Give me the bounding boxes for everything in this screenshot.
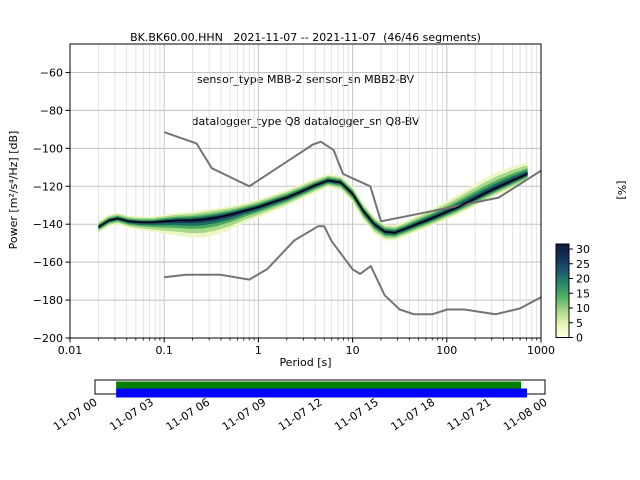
psd-mode-line bbox=[98, 173, 528, 234]
title-line-station: BK.BK60.00.HHN 2021-11-07 -- 2021-11-07 … bbox=[130, 31, 481, 44]
y-tick-label: −60 bbox=[40, 66, 63, 79]
y-tick-label: −140 bbox=[33, 218, 63, 231]
x-tick-label: 1 bbox=[255, 344, 262, 357]
x-tick-label: 100 bbox=[436, 344, 457, 357]
x-tick-label: 1000 bbox=[527, 344, 555, 357]
date-tick-label: 11-07 09 bbox=[220, 396, 269, 434]
x-axis-label: Period [s] bbox=[279, 356, 332, 369]
title-line-datalogger: datalogger_type Q8 datalogger_sn Q8-BV bbox=[191, 115, 420, 128]
y-tick-label: −80 bbox=[40, 104, 63, 117]
date-labels: 11-07 00 11-07 03 11-07 06 11-07 09 11-07 12… bbox=[51, 396, 550, 434]
axes-frame bbox=[69, 43, 542, 339]
date-tick-label: 11-07 12 bbox=[276, 396, 325, 434]
colorbar-tick-label: 10 bbox=[576, 302, 590, 315]
date-tick-label: 11-07 18 bbox=[389, 396, 438, 434]
x-tick-label: 10 bbox=[346, 344, 360, 357]
x-tick-label: 0.1 bbox=[155, 344, 173, 357]
date-tick-label: 11-07 00 bbox=[51, 396, 100, 434]
colorbar-tick-label: 15 bbox=[576, 287, 590, 300]
plot-border bbox=[69, 43, 542, 339]
colorbar-tick-label: 0 bbox=[576, 332, 583, 345]
date-tick-label: 11-07 03 bbox=[107, 396, 156, 434]
colorbar-tick-label: 25 bbox=[576, 258, 590, 271]
date-tick-label: 11-07 06 bbox=[164, 396, 213, 434]
y-tick-label: −200 bbox=[33, 332, 63, 345]
colorbar-tick-label: 30 bbox=[576, 243, 590, 256]
colorbar-gradient bbox=[555, 243, 570, 338]
colorbar-tick-label: 5 bbox=[576, 317, 583, 330]
psd-mode-curve bbox=[98, 173, 528, 234]
coverage-time-bar bbox=[116, 388, 528, 398]
date-tick-label: 11-08 00 bbox=[501, 396, 550, 434]
axis-ticks-and-labels: 0.01 0.1 1 10 100 1000 −60 −80 −100 −120 −140 −160 −… bbox=[33, 66, 555, 357]
psd-density-band bbox=[98, 172, 528, 234]
nlnm-line bbox=[164, 225, 542, 316]
y-tick-label: −160 bbox=[33, 256, 63, 269]
y-tick-label: −100 bbox=[33, 142, 63, 155]
x-tick-label: 0.01 bbox=[58, 344, 83, 357]
title-line-sensor: sensor_type MBB-2 sensor_sn MBB2-BV bbox=[196, 73, 415, 86]
figure-title: BK.BK60.00.HHN 2021-11-07 -- 2021-11-07 … bbox=[0, 3, 611, 157]
date-tick-label: 11-07 15 bbox=[332, 396, 381, 434]
y-tick-label: −120 bbox=[33, 180, 63, 193]
colorbar-tick-label: 20 bbox=[576, 273, 590, 286]
date-tick-label: 11-07 21 bbox=[445, 396, 494, 434]
coverage-bar bbox=[94, 379, 546, 398]
y-tick-label: −180 bbox=[33, 294, 63, 307]
coverage-data-bar bbox=[116, 381, 522, 389]
